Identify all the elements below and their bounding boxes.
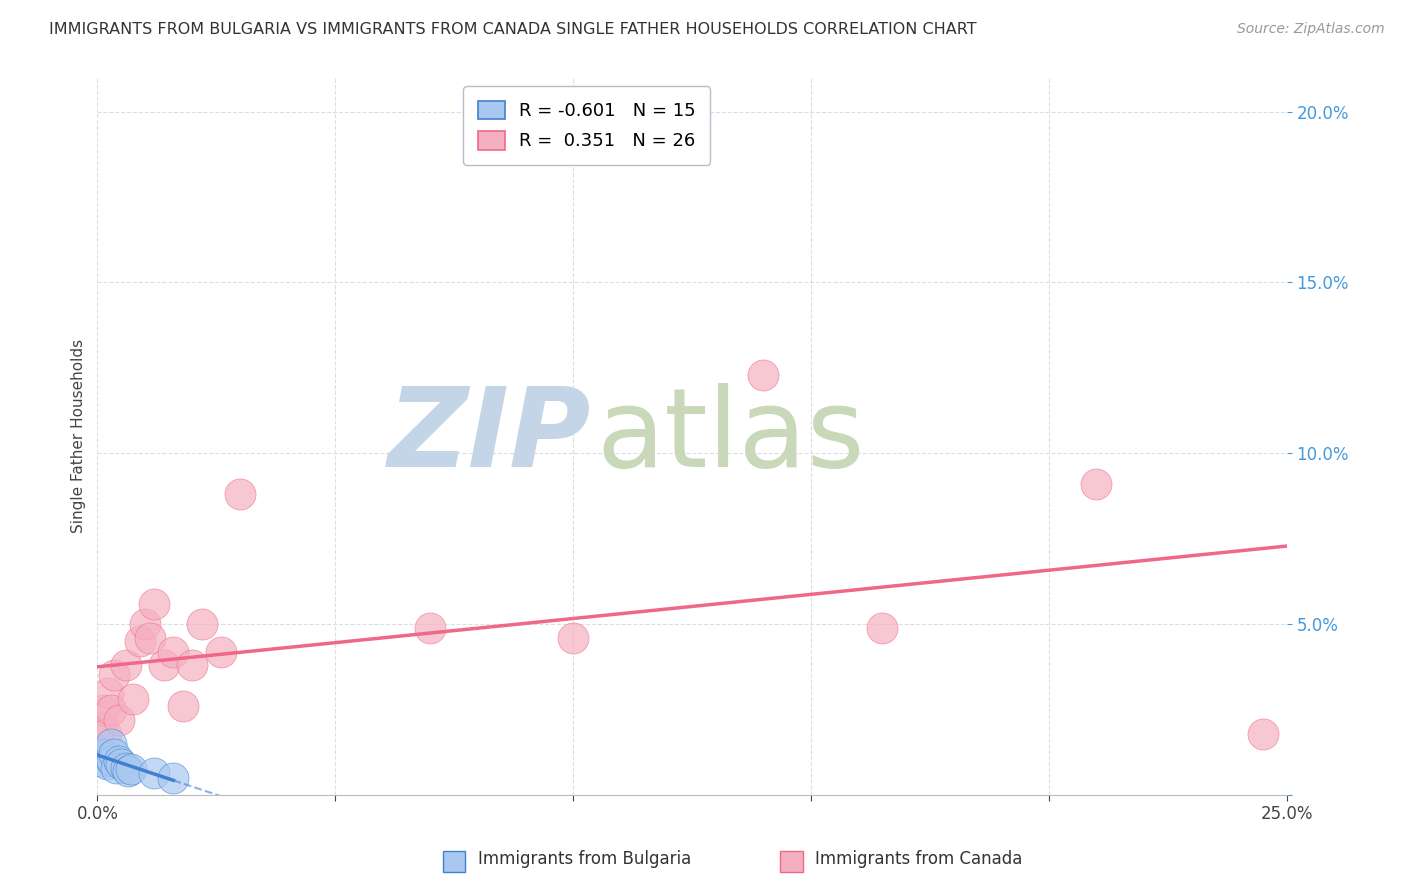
Point	[103, 747, 125, 761]
Point	[562, 631, 585, 645]
Point	[1251, 726, 1274, 740]
Point	[181, 658, 204, 673]
Point	[229, 487, 252, 501]
Point	[143, 597, 166, 611]
Point	[209, 644, 232, 658]
Point	[162, 771, 184, 785]
Text: IMMIGRANTS FROM BULGARIA VS IMMIGRANTS FROM CANADA SINGLE FATHER HOUSEHOLDS CORR: IMMIGRANTS FROM BULGARIA VS IMMIGRANTS F…	[49, 22, 977, 37]
Point	[100, 754, 122, 768]
Point	[97, 685, 120, 699]
Point	[191, 617, 214, 632]
Point	[93, 747, 115, 761]
Point	[98, 750, 121, 764]
Point	[105, 761, 128, 775]
Point	[134, 617, 156, 632]
Y-axis label: Single Father Households: Single Father Households	[72, 339, 86, 533]
Point	[115, 658, 138, 673]
Point	[117, 764, 139, 779]
Point	[110, 757, 132, 772]
Legend: R = -0.601   N = 15, R =  0.351   N = 26: R = -0.601 N = 15, R = 0.351 N = 26	[463, 87, 710, 165]
Point	[162, 644, 184, 658]
Point	[103, 668, 125, 682]
Point	[107, 754, 129, 768]
Point	[94, 726, 117, 740]
Point	[138, 631, 160, 645]
Point	[1085, 477, 1108, 491]
Point	[90, 720, 112, 734]
Point	[143, 765, 166, 780]
Text: atlas: atlas	[596, 383, 865, 490]
Point	[100, 703, 122, 717]
Point	[752, 368, 775, 382]
Text: Immigrants from Canada: Immigrants from Canada	[815, 850, 1022, 868]
Point	[172, 699, 194, 714]
Point	[91, 703, 114, 717]
Point	[129, 634, 152, 648]
Point	[419, 621, 441, 635]
Point	[100, 737, 122, 751]
Text: Source: ZipAtlas.com: Source: ZipAtlas.com	[1237, 22, 1385, 37]
Point	[870, 621, 893, 635]
Point	[96, 757, 118, 772]
Text: Immigrants from Bulgaria: Immigrants from Bulgaria	[478, 850, 692, 868]
Point	[153, 658, 176, 673]
Point	[122, 692, 145, 706]
Point	[115, 761, 138, 775]
Point	[107, 713, 129, 727]
Point	[91, 754, 114, 768]
Point	[120, 763, 142, 777]
Text: ZIP: ZIP	[388, 383, 591, 490]
